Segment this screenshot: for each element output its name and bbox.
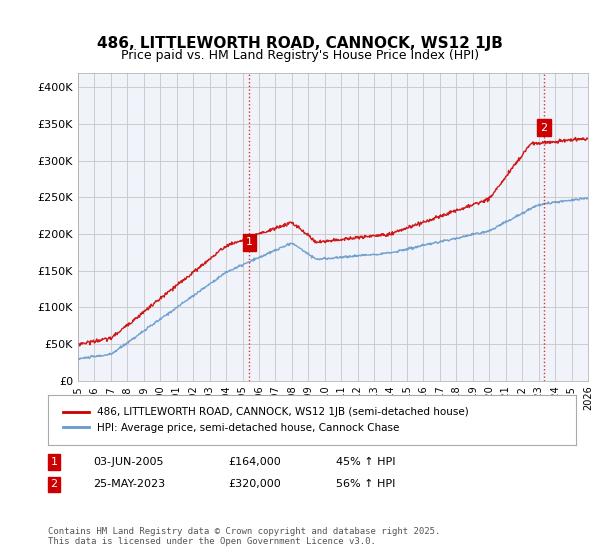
- Text: 1: 1: [50, 457, 58, 467]
- Text: 2: 2: [50, 479, 58, 489]
- Text: £320,000: £320,000: [228, 479, 281, 489]
- Text: 1: 1: [246, 237, 253, 247]
- Text: 2: 2: [541, 123, 548, 133]
- Text: 25-MAY-2023: 25-MAY-2023: [93, 479, 165, 489]
- Text: Price paid vs. HM Land Registry's House Price Index (HPI): Price paid vs. HM Land Registry's House …: [121, 49, 479, 62]
- Legend: 486, LITTLEWORTH ROAD, CANNOCK, WS12 1JB (semi-detached house), HPI: Average pri: 486, LITTLEWORTH ROAD, CANNOCK, WS12 1JB…: [58, 403, 473, 437]
- Text: 56% ↑ HPI: 56% ↑ HPI: [336, 479, 395, 489]
- Text: 486, LITTLEWORTH ROAD, CANNOCK, WS12 1JB: 486, LITTLEWORTH ROAD, CANNOCK, WS12 1JB: [97, 36, 503, 52]
- Text: Contains HM Land Registry data © Crown copyright and database right 2025.
This d: Contains HM Land Registry data © Crown c…: [48, 526, 440, 546]
- Text: 03-JUN-2005: 03-JUN-2005: [93, 457, 163, 467]
- Text: £164,000: £164,000: [228, 457, 281, 467]
- Text: 45% ↑ HPI: 45% ↑ HPI: [336, 457, 395, 467]
